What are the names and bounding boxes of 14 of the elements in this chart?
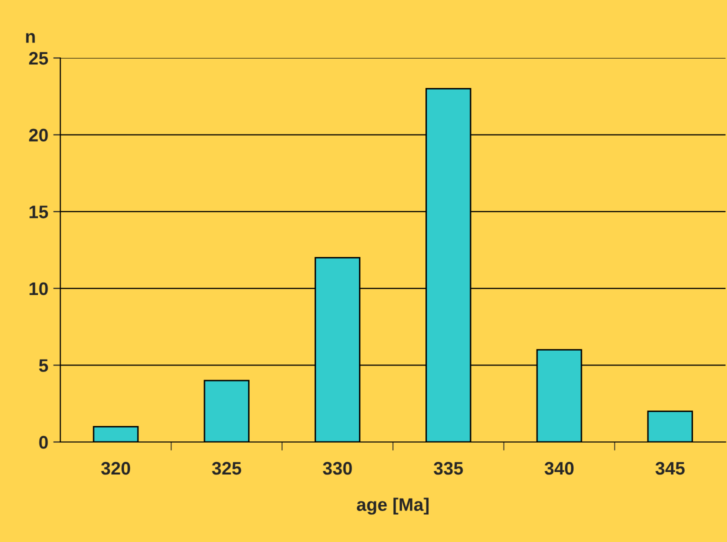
y-tick-label: 5 <box>39 359 48 372</box>
x-tick-label: 325 <box>212 462 242 475</box>
y-tick-label: 0 <box>39 436 48 449</box>
x-tick-label: 330 <box>322 462 352 475</box>
y-tick-label: 10 <box>30 282 48 296</box>
x-tick-label: 345 <box>655 462 685 475</box>
y-tick-label: 25 <box>29 52 48 65</box>
x-tick-label: 320 <box>101 462 130 475</box>
y-tick-label: 15 <box>30 206 48 218</box>
x-tick-label: 340 <box>544 462 574 475</box>
y-axis-title: n <box>26 33 35 43</box>
x-axis-title: age [Ma] <box>356 498 429 515</box>
y-tick-label: 20 <box>29 128 48 142</box>
x-tick-label: 335 <box>434 462 463 475</box>
